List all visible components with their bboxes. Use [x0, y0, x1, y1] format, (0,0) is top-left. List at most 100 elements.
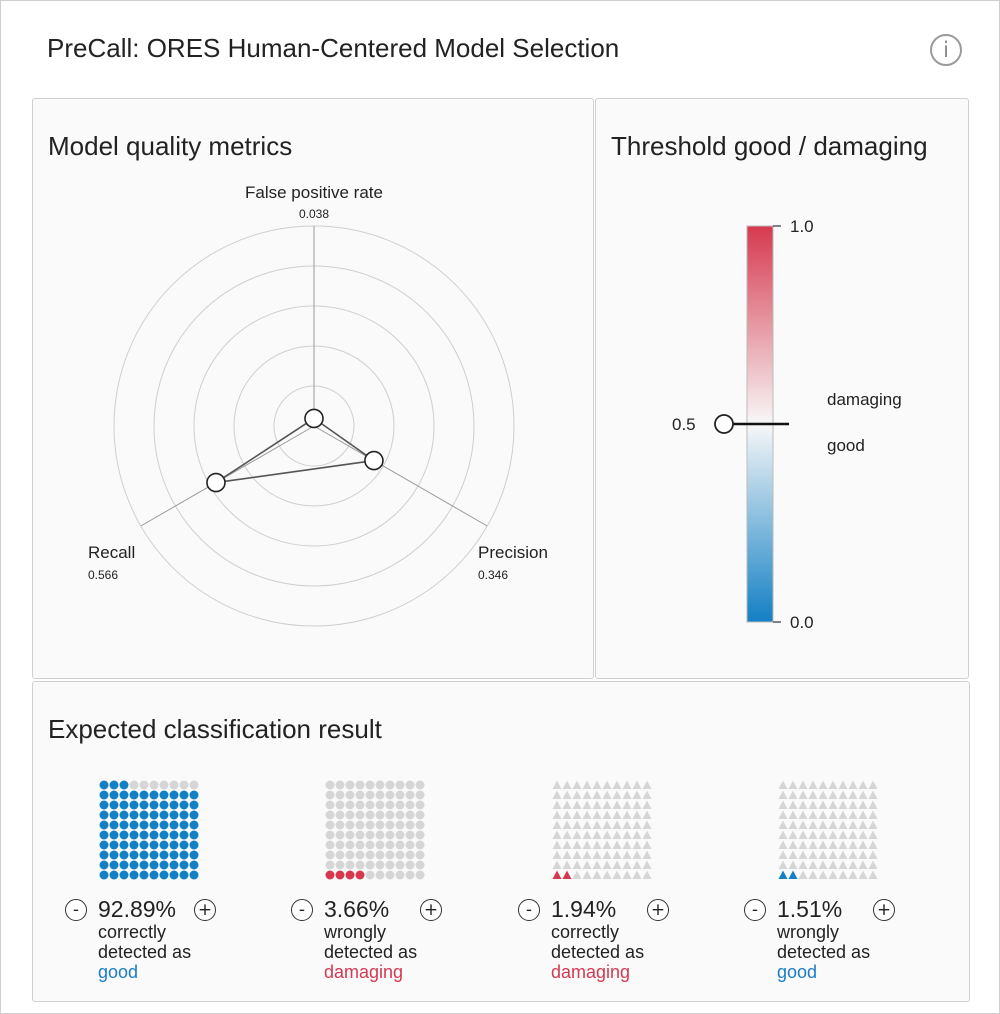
waffle-dot — [335, 790, 345, 800]
waffle-dot — [375, 830, 385, 840]
decrease-button[interactable]: - — [65, 899, 87, 921]
increase-button[interactable]: + — [420, 899, 442, 921]
waffle-triangle — [828, 870, 838, 879]
waffle-dot — [395, 780, 405, 790]
waffle-dot — [335, 840, 345, 850]
waffle-triangle — [622, 800, 632, 809]
waffle-triangle — [798, 870, 808, 879]
waffle-triangle — [778, 780, 788, 789]
waffle-dot — [169, 820, 179, 830]
waffle-dot — [149, 870, 159, 880]
waffle-triangle — [562, 870, 572, 879]
waffle-triangle — [562, 820, 572, 829]
waffle-dot — [99, 840, 109, 850]
waffle-triangle — [828, 860, 838, 869]
waffle-dot — [189, 780, 199, 790]
waffle-dot — [325, 870, 335, 880]
decrease-button[interactable]: - — [744, 899, 766, 921]
threshold-handle[interactable] — [714, 414, 734, 434]
damaging-label: damaging — [827, 390, 902, 409]
waffle-triangle — [592, 870, 602, 879]
waffle-dot — [355, 800, 365, 810]
result-controls: - 3.66% + — [291, 896, 451, 922]
waffle-triangle — [828, 820, 838, 829]
waffle-triangle — [552, 840, 562, 849]
waffle-dot — [99, 830, 109, 840]
result-percentage: 92.89% — [98, 896, 177, 922]
increase-button[interactable]: + — [873, 899, 895, 921]
radar-point-precision[interactable] — [364, 450, 384, 471]
waffle-dot — [149, 800, 159, 810]
decrease-button[interactable]: - — [518, 899, 540, 921]
waffle-triangle — [778, 810, 788, 819]
result-desc-line2: detected as — [777, 942, 871, 962]
waffle-dot — [169, 830, 179, 840]
waffle-dot — [345, 810, 355, 820]
waffle-dot — [159, 820, 169, 830]
waffle-dot — [139, 820, 149, 830]
waffle-dot — [415, 870, 425, 880]
waffle-dot — [139, 840, 149, 850]
waffle-dot — [179, 830, 189, 840]
waffle-triangle — [572, 810, 582, 819]
waffle-dot — [345, 870, 355, 880]
waffle-triangle — [572, 840, 582, 849]
waffle-triangle — [582, 830, 592, 839]
radar-point-recall[interactable] — [206, 472, 226, 493]
radar-point-fpr[interactable] — [304, 408, 324, 429]
waffle-dot — [375, 870, 385, 880]
waffle-triangle — [622, 850, 632, 859]
info-icon[interactable]: i — [930, 34, 962, 66]
waffle-dot — [179, 820, 189, 830]
waffle-dot — [395, 870, 405, 880]
waffle-dot — [139, 850, 149, 860]
metrics-panel: Model quality metrics False positive rat… — [32, 98, 594, 679]
waffle-triangle — [572, 850, 582, 859]
waffle-dot — [325, 850, 335, 860]
result-description: correctly detected as damaging — [551, 922, 644, 982]
waffle-triangle — [602, 850, 612, 859]
waffle-dot — [405, 800, 415, 810]
waffle-dot — [169, 800, 179, 810]
waffle-dot — [385, 840, 395, 850]
threshold-min-label: 0.0 — [790, 613, 814, 632]
radar-chart: False positive rate 0.038 Precision 0.346 Re… — [88, 183, 548, 627]
decrease-button[interactable]: - — [291, 899, 313, 921]
waffle-dot — [365, 790, 375, 800]
waffle-dot — [395, 860, 405, 870]
waffle-triangle — [838, 820, 848, 829]
waffle-dot — [325, 790, 335, 800]
waffle-triangle — [602, 780, 612, 789]
waffle-triangle — [592, 850, 602, 859]
threshold-max-label: 1.0 — [790, 217, 814, 236]
increase-button[interactable]: + — [647, 899, 669, 921]
waffle-dot — [365, 830, 375, 840]
waffle-dot — [129, 850, 139, 860]
waffle-triangle — [642, 780, 652, 789]
waffle-dot — [189, 830, 199, 840]
waffle-grid — [325, 780, 425, 880]
waffle-dot — [149, 850, 159, 860]
waffle-dot — [109, 860, 119, 870]
waffle-triangle — [788, 870, 798, 879]
waffle-dot — [99, 870, 109, 880]
waffle-triangle — [838, 810, 848, 819]
waffle-dot — [325, 840, 335, 850]
result-card-correct-good: - 92.89% + correctly detected as good — [33, 682, 216, 1003]
waffle-triangle — [582, 840, 592, 849]
waffle-dot — [335, 820, 345, 830]
waffle-triangle — [848, 830, 858, 839]
waffle-triangle — [838, 870, 848, 879]
waffle-dot — [365, 800, 375, 810]
waffle-triangle — [798, 850, 808, 859]
waffle-dot — [109, 790, 119, 800]
waffle-dot — [189, 850, 199, 860]
results-panel: Expected classification result - 92.89% … — [32, 681, 970, 1002]
waffle-triangle — [552, 830, 562, 839]
waffle-dot — [139, 810, 149, 820]
axis-label-precision: Precision — [478, 543, 548, 562]
waffle-triangle — [632, 860, 642, 869]
waffle-dot — [179, 780, 189, 790]
increase-button[interactable]: + — [194, 899, 216, 921]
waffle-dot — [345, 860, 355, 870]
